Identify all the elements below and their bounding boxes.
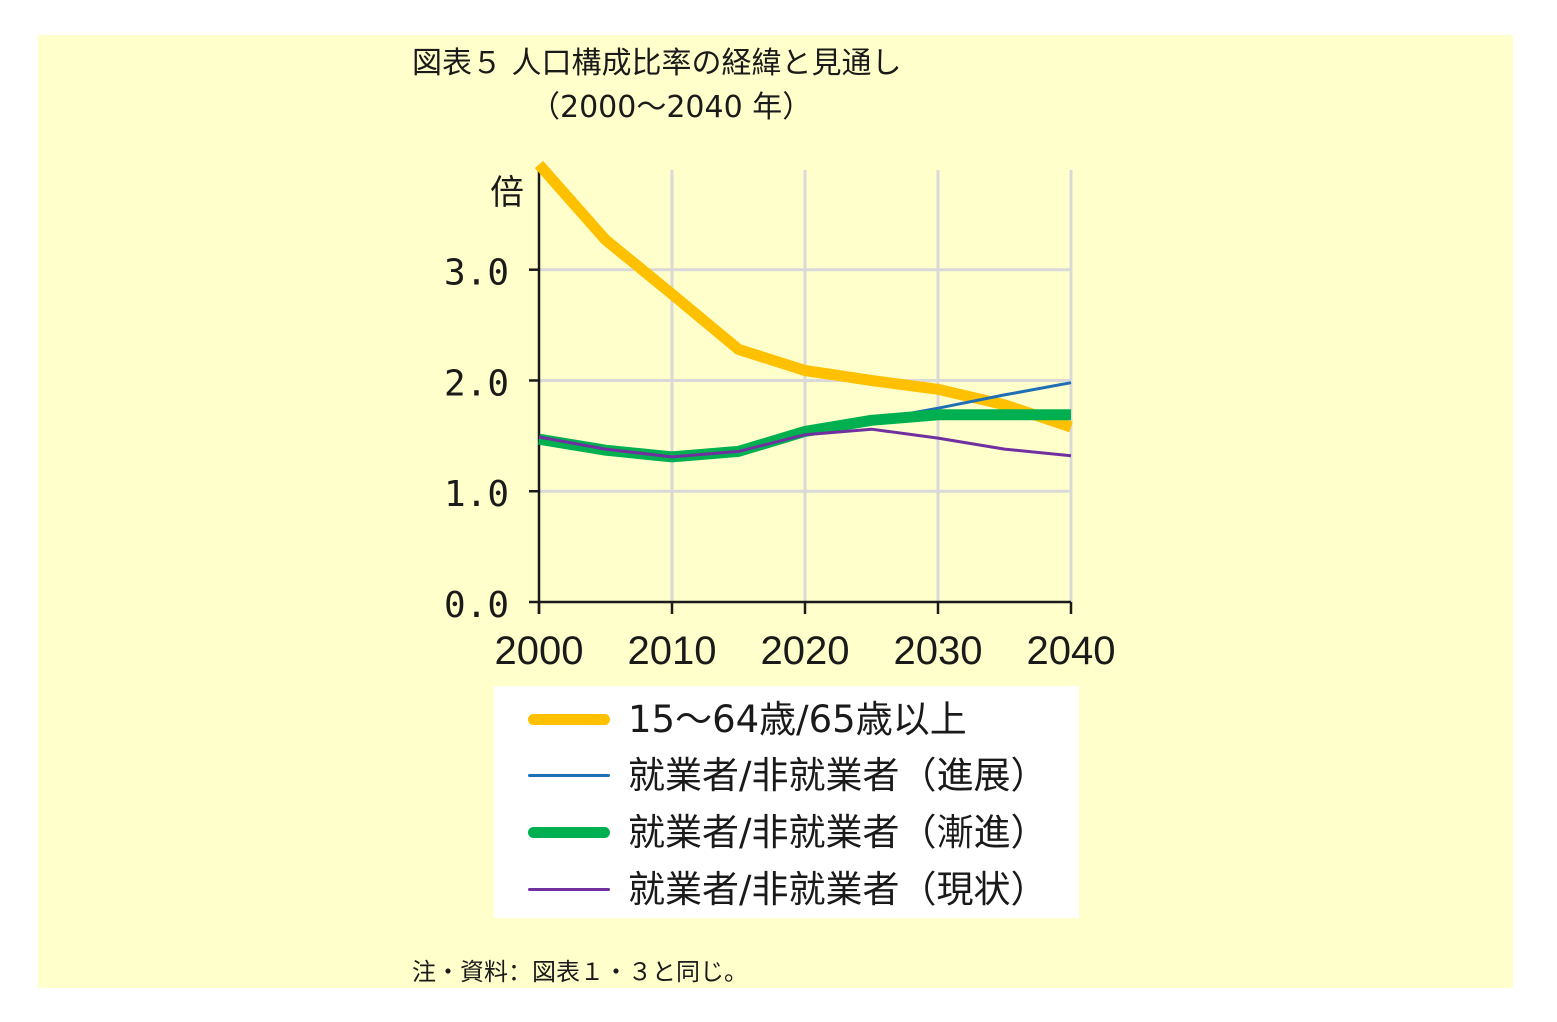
x-tick-label: 2010 [628,629,717,673]
legend-label: 就業者/非就業者（漸進） [628,811,1048,854]
y-axis-label: 倍 [490,173,524,213]
legend-item-working-age: 15～64歳/65歳以上 [494,694,1079,744]
x-tick-label: 2030 [894,629,983,673]
legend-swatch [528,887,610,891]
tick-labels: 0.0 1.0 2.0 3.0 2000 2010 2020 2030 2040 倍 [444,173,1116,673]
series-line-employed-current [538,427,1072,459]
legend: 15～64歳/65歳以上 就業者/非就業者（進展） 就業者/非就業者（漸進） 就… [494,686,1079,918]
chart-subtitle: （2000～2040 年） [530,90,813,125]
legend-swatch [528,773,610,777]
y-tick-label: 3.0 [444,253,509,294]
chart-title: 図表５ 人口構成比率の経緯と見通し [412,46,902,81]
y-tick-label: 1.0 [444,474,509,515]
x-tick-label: 2040 [1027,629,1116,673]
legend-item-employed-progress: 就業者/非就業者（進展） [494,750,1079,800]
y-tick-label: 2.0 [444,363,509,404]
grid [539,170,1073,602]
legend-label: 就業者/非就業者（現状） [628,868,1048,911]
legend-item-employed-current: 就業者/非就業者（現状） [494,864,1079,914]
legend-swatch [528,826,610,838]
source-note: 注・資料：図表１・３と同じ。 [412,958,748,986]
legend-label: 15～64歳/65歳以上 [628,698,967,741]
series-lines [534,160,1073,463]
x-tick-label: 2000 [495,629,584,673]
axes [529,170,1073,614]
legend-item-employed-gradual: 就業者/非就業者（漸進） [494,807,1079,857]
y-tick-label: 0.0 [444,585,509,626]
x-tick-label: 2020 [761,629,850,673]
legend-label: 就業者/非就業者（進展） [628,754,1048,797]
legend-swatch [528,713,610,725]
